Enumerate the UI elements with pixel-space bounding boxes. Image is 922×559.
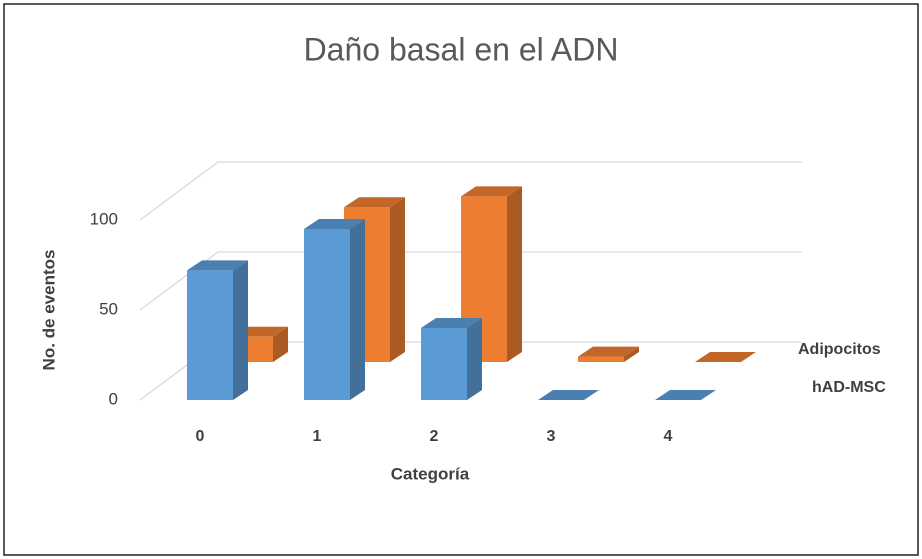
bar-top	[187, 260, 248, 271]
grid-line	[139, 161, 802, 221]
legend-label: hAD-MSC	[812, 379, 886, 396]
bar	[421, 328, 467, 400]
bar-side	[273, 326, 288, 362]
bar-top	[655, 390, 716, 400]
bar-top	[461, 186, 522, 197]
bar-top	[344, 197, 405, 208]
x-tick-label: 0	[196, 428, 205, 445]
bar-top	[695, 352, 756, 362]
legend-label: Adipocitos	[798, 341, 881, 358]
bar-side	[390, 197, 405, 362]
x-tick-label: 1	[313, 428, 322, 445]
x-tick-label: 3	[547, 428, 556, 445]
bar-side	[467, 318, 482, 400]
chart-title: Daño basal en el ADN	[304, 31, 619, 67]
bar	[578, 356, 624, 362]
bar	[304, 229, 350, 400]
bar-side	[624, 346, 639, 362]
y-tick-label: 100	[90, 209, 118, 228]
grid-line	[139, 251, 802, 311]
bar-top	[304, 219, 365, 229]
y-tick-label: 50	[99, 299, 118, 318]
bar-top	[421, 318, 482, 328]
x-tick-label: 4	[664, 428, 673, 445]
bar-side	[350, 219, 365, 400]
bar	[187, 270, 233, 400]
y-tick-label: 0	[109, 389, 118, 408]
bar-top	[578, 346, 639, 357]
x-axis-label: Categoría	[391, 464, 470, 483]
x-tick-label: 2	[430, 428, 439, 445]
bar-top	[538, 390, 599, 400]
bar-side	[507, 186, 522, 362]
y-axis-label: No. de eventos	[39, 250, 58, 371]
bar-side	[233, 260, 248, 400]
